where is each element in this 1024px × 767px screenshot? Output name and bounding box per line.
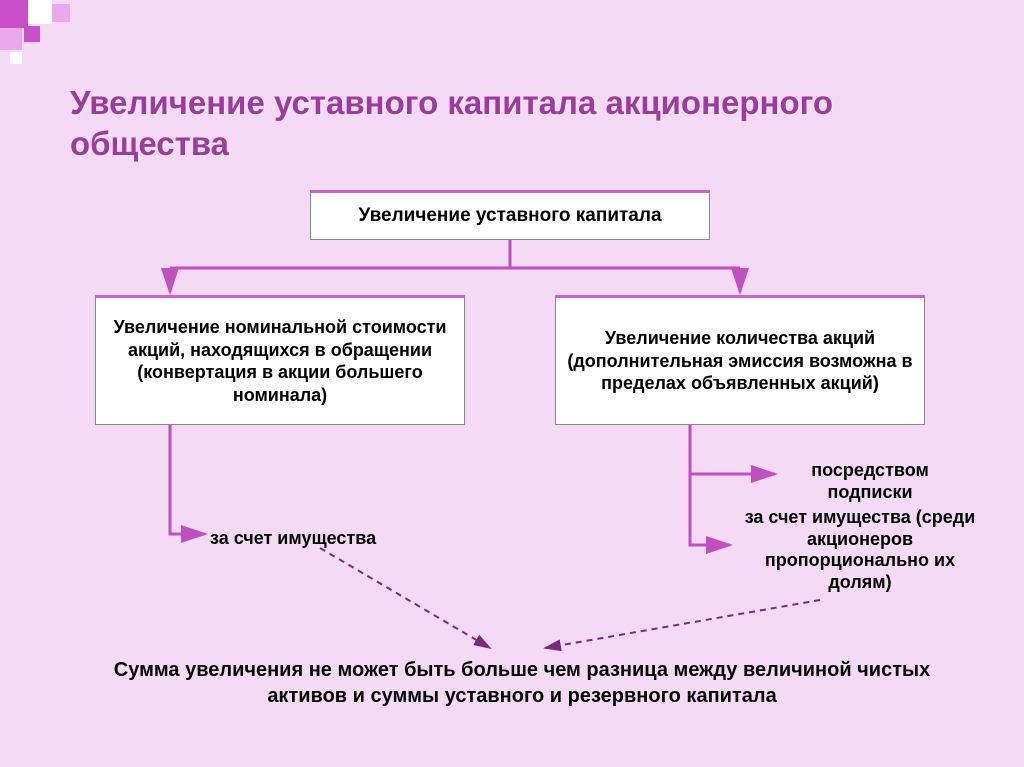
- label-subscription: посредством подписки: [780, 460, 960, 503]
- left-branch-box: Увеличение номинальной стоимости акций, …: [95, 295, 465, 425]
- left-branch-text: Увеличение номинальной стоимости акций, …: [106, 316, 454, 406]
- page-title: Увеличение уставного капитала акционерно…: [70, 82, 974, 165]
- root-box-text: Увеличение уставного капитала: [358, 204, 661, 228]
- label-property-right: за счет имущества (среди акционеров проп…: [735, 507, 985, 593]
- corner-decoration: [0, 0, 120, 70]
- footer-note: Сумма увеличения не может быть больше че…: [80, 657, 964, 709]
- label-property-left: за счет имущества: [210, 528, 430, 550]
- right-branch-box: Увеличение количества акций (дополнитель…: [555, 295, 925, 425]
- right-branch-text: Увеличение количества акций (дополнитель…: [566, 327, 914, 395]
- root-box: Увеличение уставного капитала: [310, 190, 710, 240]
